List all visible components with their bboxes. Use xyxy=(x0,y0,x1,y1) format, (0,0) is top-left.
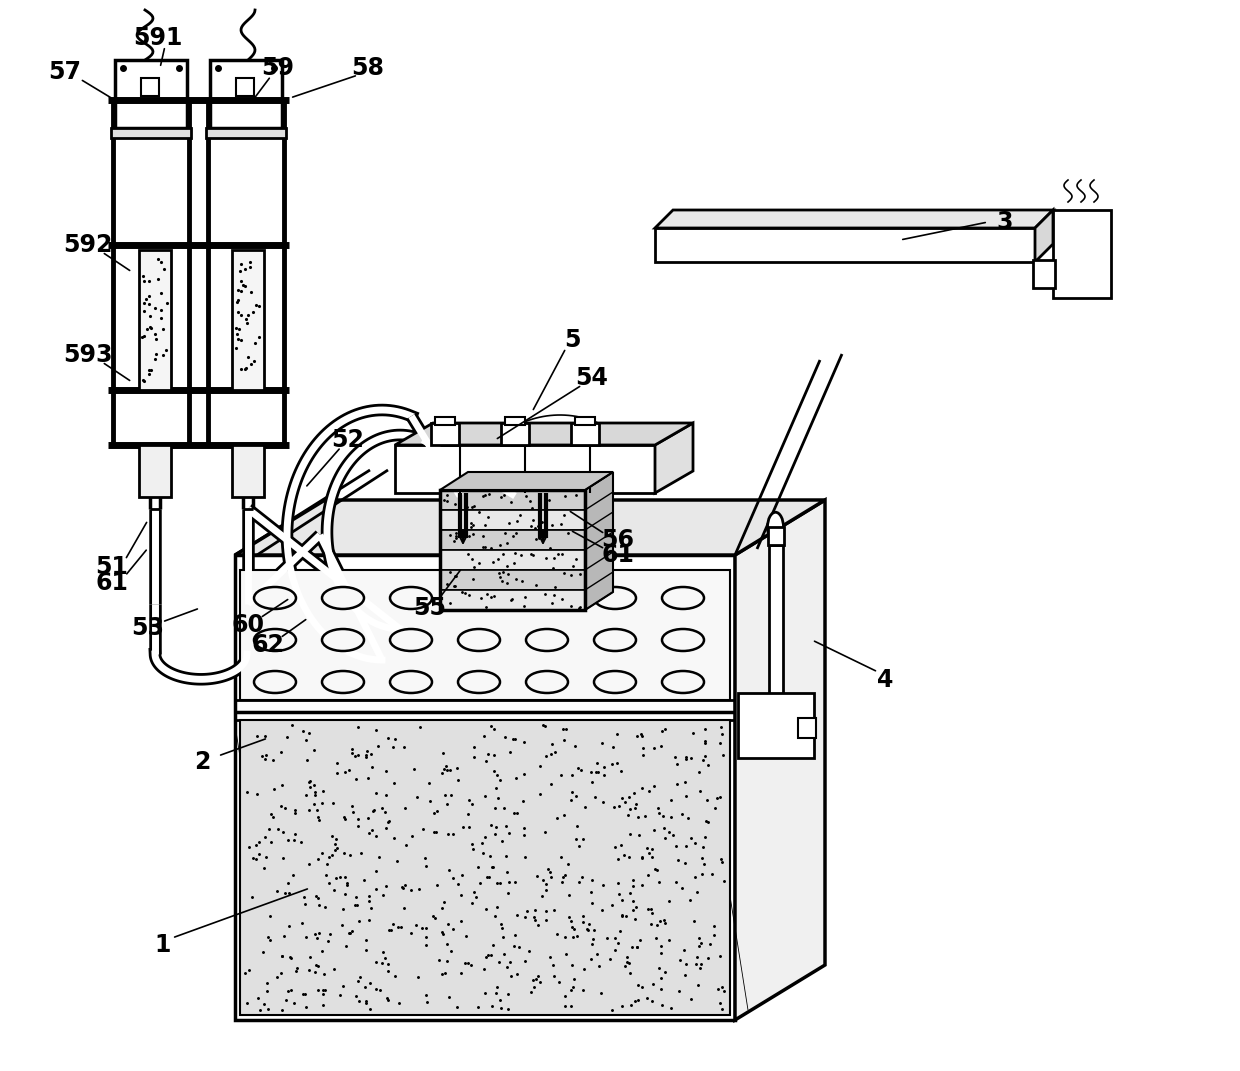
Polygon shape xyxy=(655,210,1053,228)
Bar xyxy=(1033,260,1055,288)
Bar xyxy=(241,570,730,700)
Text: 53: 53 xyxy=(131,616,165,640)
Bar xyxy=(570,423,599,444)
Bar xyxy=(432,423,459,444)
Text: 62: 62 xyxy=(252,633,284,657)
Polygon shape xyxy=(396,423,693,444)
Ellipse shape xyxy=(594,587,636,609)
Polygon shape xyxy=(655,423,693,493)
Bar xyxy=(440,491,585,610)
Bar xyxy=(1053,210,1111,298)
Text: 593: 593 xyxy=(63,343,113,367)
Ellipse shape xyxy=(594,672,636,693)
Bar xyxy=(769,545,782,721)
Text: 58: 58 xyxy=(351,56,384,80)
Bar xyxy=(141,78,159,96)
Text: 3: 3 xyxy=(997,210,1013,233)
Text: 51: 51 xyxy=(95,555,129,579)
Bar xyxy=(112,129,191,138)
Ellipse shape xyxy=(526,629,568,651)
Text: 60: 60 xyxy=(232,613,264,637)
Bar xyxy=(232,444,264,497)
Ellipse shape xyxy=(768,512,784,542)
Bar xyxy=(575,417,595,425)
Text: 61: 61 xyxy=(601,543,635,567)
Text: 55: 55 xyxy=(413,595,446,620)
Bar xyxy=(501,423,529,444)
Bar xyxy=(738,693,813,758)
Ellipse shape xyxy=(594,629,636,651)
Bar xyxy=(206,129,286,138)
Ellipse shape xyxy=(391,587,432,609)
Bar xyxy=(139,250,171,390)
Ellipse shape xyxy=(391,672,432,693)
Bar xyxy=(440,550,585,570)
Text: 591: 591 xyxy=(134,26,182,50)
Bar xyxy=(440,530,585,550)
Ellipse shape xyxy=(254,629,296,651)
Polygon shape xyxy=(1035,210,1053,262)
Ellipse shape xyxy=(458,672,500,693)
Ellipse shape xyxy=(662,587,704,609)
Bar xyxy=(655,228,1035,262)
Polygon shape xyxy=(236,500,825,555)
Bar xyxy=(440,491,585,510)
Bar xyxy=(768,527,784,545)
Polygon shape xyxy=(735,500,825,1020)
Ellipse shape xyxy=(662,672,704,693)
Polygon shape xyxy=(440,472,613,491)
Text: 57: 57 xyxy=(48,60,82,84)
Ellipse shape xyxy=(458,629,500,651)
Ellipse shape xyxy=(526,587,568,609)
Bar xyxy=(236,78,254,96)
Polygon shape xyxy=(585,472,613,610)
Bar xyxy=(440,570,585,590)
Bar xyxy=(210,60,281,129)
Ellipse shape xyxy=(526,672,568,693)
Bar xyxy=(797,719,816,738)
Bar xyxy=(115,60,187,129)
Text: 592: 592 xyxy=(63,233,113,257)
Text: 61: 61 xyxy=(95,571,129,595)
Ellipse shape xyxy=(322,629,365,651)
Ellipse shape xyxy=(662,629,704,651)
Ellipse shape xyxy=(322,672,365,693)
Text: 59: 59 xyxy=(262,56,295,80)
Ellipse shape xyxy=(322,587,365,609)
Bar xyxy=(236,555,735,1020)
Ellipse shape xyxy=(391,629,432,651)
Text: 2: 2 xyxy=(193,750,211,774)
Ellipse shape xyxy=(254,672,296,693)
Bar xyxy=(505,417,525,425)
Text: 54: 54 xyxy=(575,366,609,390)
Bar xyxy=(435,417,455,425)
Ellipse shape xyxy=(458,587,500,609)
Text: 1: 1 xyxy=(155,933,171,957)
Text: 52: 52 xyxy=(331,428,365,452)
Bar xyxy=(232,250,264,390)
Ellipse shape xyxy=(254,587,296,609)
Text: 5: 5 xyxy=(564,328,580,352)
Bar xyxy=(440,590,585,610)
Text: 56: 56 xyxy=(601,528,635,552)
Bar xyxy=(139,444,171,497)
Bar xyxy=(396,444,655,493)
Bar xyxy=(440,510,585,530)
Text: 4: 4 xyxy=(877,668,893,692)
Bar xyxy=(241,720,730,1015)
